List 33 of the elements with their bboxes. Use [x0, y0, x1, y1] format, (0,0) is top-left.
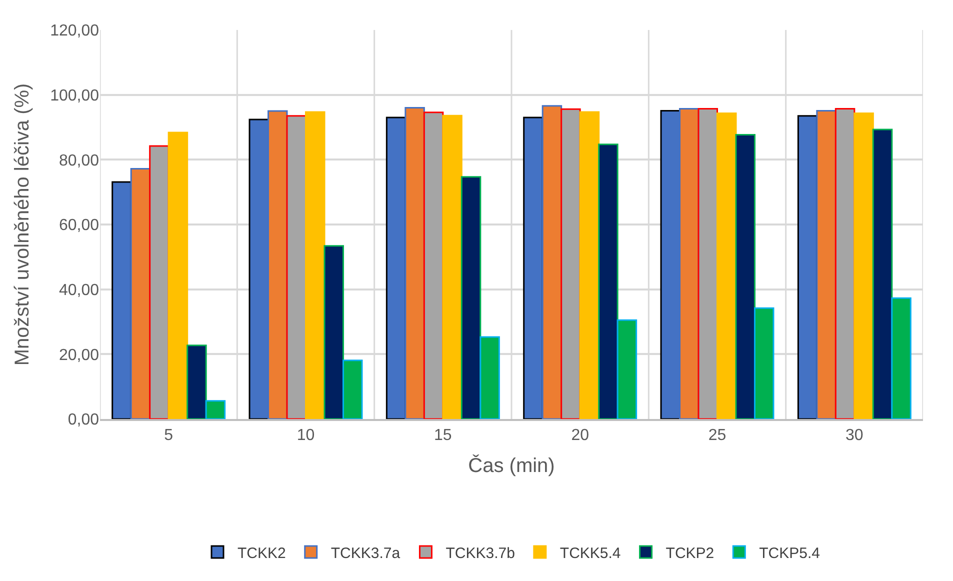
- legend-label: TCKK3.7b: [446, 544, 515, 562]
- y-tick-label: 60,00: [58, 217, 100, 234]
- bar: [442, 114, 462, 419]
- x-tick-label: 20: [571, 427, 590, 444]
- x-tick-label: 10: [296, 427, 315, 444]
- bar: [834, 108, 856, 419]
- legend-label: TCKK3.7a: [330, 544, 401, 562]
- x-tick-label: 25: [708, 427, 726, 444]
- y-tick-label: 80,00: [58, 152, 100, 170]
- legend-label: TCKP5.4: [759, 544, 820, 562]
- bar: [716, 112, 737, 419]
- x-tick-label: 5: [164, 427, 174, 444]
- bar: [560, 108, 581, 419]
- y-tick-label: 20,00: [58, 346, 100, 364]
- bar: [149, 145, 170, 419]
- bar: [423, 112, 444, 419]
- y-axis-title: Množství uvolněného léčiva (%): [12, 83, 34, 366]
- bar: [286, 115, 306, 419]
- x-axis-title: Čas (min): [468, 454, 555, 478]
- bar: [854, 112, 874, 419]
- y-tick-label: 120,00: [50, 22, 100, 40]
- bar: [579, 111, 600, 419]
- bar: [305, 111, 326, 419]
- legend-label: TCKP2: [666, 544, 714, 562]
- legend-label: TCKK5.4: [560, 544, 621, 562]
- x-tick-label: 15: [434, 427, 452, 444]
- x-tick-label: 30: [846, 427, 864, 444]
- bar: [168, 132, 188, 419]
- legend-label: TCKK2: [238, 544, 286, 562]
- y-tick-label: 40,00: [58, 282, 100, 299]
- y-tick-label: 0,00: [68, 412, 100, 429]
- bar: [698, 108, 718, 419]
- y-tick-label: 100,00: [50, 87, 100, 104]
